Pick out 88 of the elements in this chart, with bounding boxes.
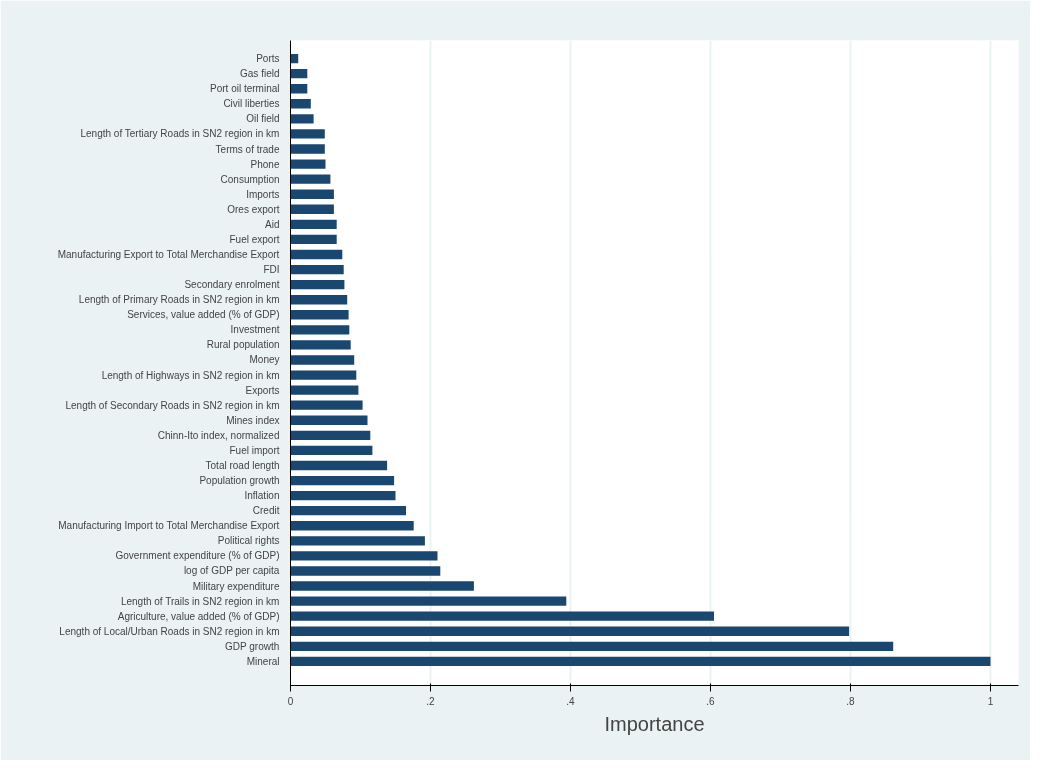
- x-tick-label: .4: [566, 695, 576, 707]
- y-tick-label: Gas field: [240, 68, 280, 80]
- y-tick-label: Political rights: [217, 535, 280, 547]
- y-tick-label: Investment: [230, 324, 280, 336]
- x-tick-label: .6: [706, 695, 716, 707]
- y-tick-label: Length of Trails in SN2 region in km: [120, 595, 280, 607]
- y-tick-label: Manufacturing Export to Total Merchandise Export: [57, 249, 280, 260]
- x-tick-label: .8: [846, 695, 856, 707]
- y-tick-label: Money: [249, 354, 280, 366]
- y-tick-label: Exports: [245, 384, 280, 396]
- bar: [290, 189, 334, 199]
- y-tick-label: GDP growth: [225, 640, 280, 652]
- y-tick-label: Agriculture, value added (% of GDP): [117, 610, 280, 622]
- y-tick-label: Services, value added (% of GDP): [127, 309, 280, 321]
- bar: [290, 490, 396, 501]
- y-tick-label: Length of Tertiary Roads in SN2 region in km: [80, 128, 280, 140]
- y-tick-label: FDI: [263, 264, 280, 276]
- bar: [290, 400, 363, 410]
- bar: [290, 641, 894, 651]
- bar: [290, 159, 326, 169]
- y-tick-label: log of GDP per capita: [183, 565, 280, 577]
- y-tick-label: Inflation: [244, 490, 280, 502]
- bar: [290, 355, 355, 365]
- y-tick-label: Length of Local/Urban Roads in SN2 region in km: [59, 625, 280, 637]
- y-tick-label: Length of Highways in SN2 region in km: [101, 369, 280, 381]
- bar: [290, 264, 344, 275]
- bar: [290, 566, 441, 576]
- bar: [290, 204, 334, 214]
- bar: [290, 656, 991, 667]
- bar: [290, 249, 343, 260]
- bar: [290, 295, 348, 305]
- y-tick-label: Chinn-Ito index, normalized: [157, 429, 280, 441]
- y-tick-label: Secondary enrolment: [184, 279, 280, 291]
- bar: [290, 68, 308, 79]
- bar: [290, 581, 474, 591]
- y-tick-label: Rural population: [206, 339, 280, 351]
- y-tick-label: Ports: [256, 53, 280, 65]
- bar: [290, 114, 314, 124]
- y-tick-label: Imports: [246, 188, 280, 200]
- y-tick-label: Fuel export: [229, 233, 280, 245]
- y-tick-label: Length of Primary Roads in SN2 region in km: [78, 294, 280, 306]
- y-tick-label: Phone: [250, 158, 280, 170]
- y-tick-label: Population growth: [199, 475, 280, 487]
- bar: [290, 234, 337, 245]
- bar: [290, 521, 414, 531]
- bar: [290, 445, 373, 456]
- bar: [290, 536, 425, 546]
- bar: [290, 310, 349, 320]
- y-tick-label: Civil liberties: [223, 98, 280, 110]
- bar: [290, 129, 325, 139]
- y-tick-label: Credit: [252, 505, 280, 517]
- y-tick-label: Mines index: [226, 414, 280, 426]
- y-tick-label: Fuel import: [229, 444, 280, 456]
- y-tick-label: Length of Secondary Roads in SN2 region in km: [65, 399, 280, 411]
- bar: [290, 219, 337, 230]
- x-tick-label: 1: [987, 695, 994, 707]
- bar: [290, 626, 850, 636]
- bar: [290, 174, 331, 184]
- bar: [290, 370, 357, 380]
- x-tick-label: .2: [426, 695, 436, 707]
- bar: [290, 325, 350, 335]
- y-tick-label: Ores export: [227, 203, 280, 215]
- bar: [290, 415, 368, 425]
- bar: [290, 144, 325, 154]
- y-tick-label: Manufacturing Import to Total Merchandise Export: [58, 520, 280, 532]
- y-tick-label: Aid: [265, 218, 280, 230]
- bar: [290, 340, 351, 350]
- y-tick-label: Mineral: [246, 655, 280, 667]
- bar: [290, 385, 359, 395]
- y-tick-label: Military expenditure: [192, 580, 280, 592]
- x-tick-label: 0: [287, 695, 294, 707]
- bar: [290, 430, 371, 441]
- bar: [290, 551, 438, 561]
- bar: [290, 596, 567, 606]
- bar: [290, 84, 308, 94]
- x-axis-title: Importance: [604, 712, 705, 735]
- bar: [290, 611, 714, 621]
- y-tick-label: Government expenditure (% of GDP): [115, 550, 280, 562]
- y-tick-label: Port oil terminal: [210, 83, 280, 95]
- bar: [290, 506, 406, 516]
- y-tick-label: Total road length: [205, 459, 280, 471]
- bar: [290, 279, 345, 290]
- y-tick-label: Oil field: [246, 113, 280, 125]
- y-tick-label: Terms of trade: [215, 143, 280, 155]
- y-tick-label: Consumption: [220, 173, 280, 185]
- bar: [290, 460, 388, 471]
- bar: [290, 475, 395, 486]
- bar: [290, 99, 311, 109]
